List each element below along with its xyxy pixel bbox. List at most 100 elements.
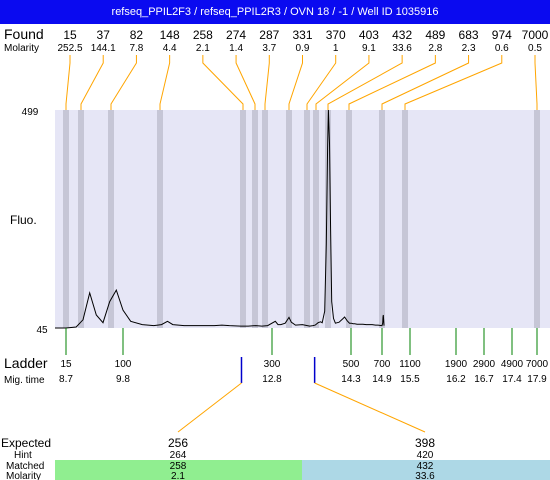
peak-band <box>402 110 408 328</box>
peak-band <box>262 110 268 328</box>
peak-bands <box>63 110 540 328</box>
found-size-label: 974 <box>492 28 512 42</box>
found-molarity-label: 2.8 <box>428 43 442 54</box>
matched-label: Matched <box>6 461 44 472</box>
peak-band <box>157 110 163 328</box>
ladder-size-label: 500 <box>343 359 360 370</box>
peak-band <box>304 110 310 328</box>
found-size-label: 37 <box>97 28 111 42</box>
found-molarity-label: 0.5 <box>528 43 542 54</box>
ladder-time-label: 14.3 <box>341 374 361 385</box>
ladder-time-label: 12.8 <box>262 374 282 385</box>
ladder-time-label: 9.8 <box>116 374 130 385</box>
found-molarity-label: 252.5 <box>57 43 82 54</box>
found-molarity-label: 144.1 <box>91 43 116 54</box>
peak-band <box>63 110 69 328</box>
ladder-size-label: 1900 <box>445 359 468 370</box>
found-size-label: 258 <box>193 28 213 42</box>
ladder-size-label: 4900 <box>501 359 524 370</box>
peak-band <box>346 110 352 328</box>
found-label: Found <box>4 26 44 42</box>
found-connector <box>235 55 256 110</box>
found-connector <box>381 55 470 110</box>
found-connectors <box>65 55 538 110</box>
peak-band <box>240 110 246 328</box>
found-size-label: 148 <box>160 28 180 42</box>
ladder-markers: 15 8.7 100 9.8 300 12.8 500 14.3 700 14.9 1100 15.5… <box>59 328 549 385</box>
found-connector <box>404 55 503 110</box>
expected-label: Expected <box>1 436 51 450</box>
ladder-time-label: 17.4 <box>502 374 522 385</box>
hint-label: Hint <box>14 450 32 461</box>
peak-band <box>252 110 258 328</box>
ladder-time-label: 15.5 <box>400 374 420 385</box>
peak-band <box>379 110 385 328</box>
found-size-label: 489 <box>425 28 445 42</box>
chart-title: refseq_PPIL2F3 / refseq_PPIL2R3 / OVN 18… <box>0 0 550 24</box>
found-size-label: 403 <box>359 28 379 42</box>
found-size-label: 7000 <box>522 28 549 42</box>
expected-value: 398 <box>415 436 435 450</box>
mig-time-label: Mig. time <box>4 375 45 386</box>
ladder-time-label: 8.7 <box>59 374 73 385</box>
matched-box <box>55 460 302 480</box>
found-molarity-label: 33.6 <box>392 43 412 54</box>
ladder-time-label: 17.9 <box>527 374 547 385</box>
ladder-size-label: 2900 <box>473 359 496 370</box>
found-molarity-label: 7.8 <box>129 43 143 54</box>
found-connector <box>65 55 71 110</box>
found-size-label: 274 <box>226 28 246 42</box>
ladder-size-label: 7000 <box>526 359 549 370</box>
peak-band <box>313 110 319 328</box>
peak-band <box>286 110 292 328</box>
matched-box <box>302 460 550 480</box>
found-molarity-label: 0.9 <box>296 43 310 54</box>
molarity-label: Molarity <box>4 43 39 54</box>
found-connector <box>110 55 137 110</box>
found-connector <box>80 55 104 110</box>
found-molarity-label: 1 <box>333 43 339 54</box>
expected-connector <box>177 382 242 433</box>
plot-area <box>55 110 550 328</box>
bottom-molarity-label: Molarity <box>6 471 41 480</box>
ladder-size-label: 1100 <box>399 359 421 370</box>
expected-value: 256 <box>168 436 188 450</box>
peak-band <box>325 110 331 328</box>
found-molarity-label: 0.6 <box>495 43 509 54</box>
found-size-label: 432 <box>392 28 412 42</box>
found-size-label: 370 <box>326 28 346 42</box>
found-connector <box>264 55 270 110</box>
matched-value: 432 <box>417 461 434 472</box>
found-size-label: 683 <box>459 28 479 42</box>
found-molarity-label: 2.3 <box>462 43 476 54</box>
found-connector <box>202 55 244 110</box>
fluorescence-trace <box>55 109 385 329</box>
peak-band <box>108 110 114 328</box>
found-molarity-label: 1.4 <box>229 43 243 54</box>
ladder-size-label: 15 <box>60 359 72 370</box>
molarity-value: 2.1 <box>171 471 185 480</box>
ladder-time-label: 16.2 <box>446 374 466 385</box>
found-molarity-label: 2.1 <box>196 43 210 54</box>
expected-connector <box>314 382 426 433</box>
found-connector <box>534 55 538 110</box>
peak-band <box>78 110 84 328</box>
found-connector <box>159 55 171 110</box>
found-size-label: 331 <box>292 28 312 42</box>
fluo-axis-label: Fluo. <box>10 213 37 227</box>
found-molarity-label: 4.4 <box>163 43 177 54</box>
found-connector <box>327 55 403 110</box>
found-size-label: 15 <box>63 28 77 42</box>
peak-band <box>534 110 540 328</box>
found-connector <box>315 55 370 110</box>
y-min-label: 45 <box>36 325 48 336</box>
ladder-time-label: 16.7 <box>474 374 494 385</box>
ladder-label: Ladder <box>4 355 48 371</box>
molarity-value: 33.6 <box>415 471 435 480</box>
found-connector <box>348 55 436 110</box>
found-molarity-label: 3.7 <box>262 43 276 54</box>
ladder-time-label: 14.9 <box>372 374 392 385</box>
